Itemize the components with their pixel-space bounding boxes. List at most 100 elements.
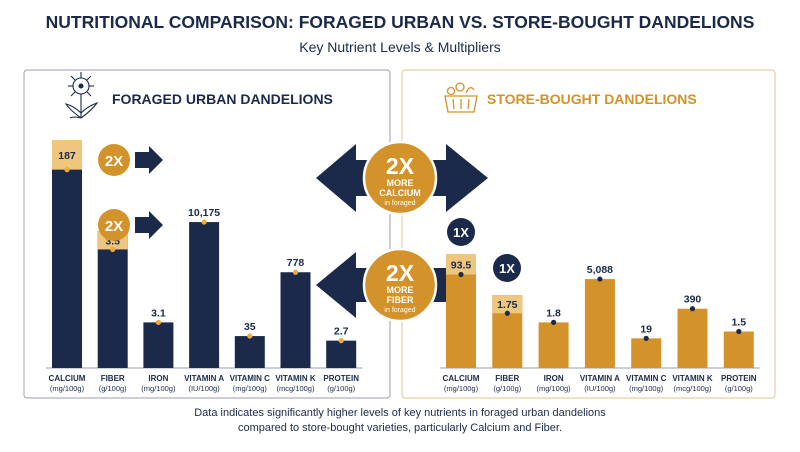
dandelion-icon [64, 72, 99, 119]
page-subtitle: Key Nutrient Levels & Multipliers [299, 39, 501, 55]
foraged-bar-vitamin-k [280, 272, 311, 368]
store-value-label-vitamin-a: 5,088 [587, 264, 613, 276]
store-category-label-fiber: FIBER [495, 374, 519, 383]
store-bar-vitamin-a [584, 279, 615, 368]
foraged-unit-label-vitamin-c: (mg/100g) [233, 384, 268, 393]
foraged-chart-title: FORAGED URBAN DANDELIONS [112, 91, 333, 107]
calcium-callout-line3: in foraged [384, 200, 415, 207]
foraged-value-label-vitamin-a: 10,175 [188, 207, 220, 219]
foraged-point-calcium [64, 167, 70, 173]
foraged-point-vitamin-k [292, 269, 299, 275]
calcium-callout-line1: MORE [387, 178, 414, 188]
store-category-label-protein: PROTEIN [721, 374, 757, 383]
svg-text:2X: 2X [105, 218, 123, 235]
foraged-bar-protein [326, 340, 357, 368]
footer-line-2: compared to store-bought varieties, part… [238, 422, 562, 434]
foraged-category-label-vitamin-k: VITAMIN K [275, 374, 316, 383]
foraged-value-label-calcium: 187 [58, 150, 76, 162]
store-category-label-calcium: CALCIUM [443, 374, 480, 383]
foraged-bars: 187CALCIUM(mg/100g)3.5FIBER(g/100g)3.1IR… [46, 140, 363, 393]
store-unit-label-iron: (mg/100g) [537, 384, 572, 393]
foraged-bar-vitamin-c [234, 336, 265, 368]
store-value-label-iron: 1.8 [546, 307, 561, 319]
store-bar-protein [723, 331, 754, 368]
calcium-multiplier-badge-store: 1X [447, 218, 475, 246]
foraged-category-label-fiber: FIBER [101, 374, 125, 383]
foraged-unit-label-calcium: (mg/100g) [50, 384, 85, 393]
foraged-value-label-protein: 2.7 [334, 326, 349, 338]
foraged-unit-label-vitamin-a: (IU/100g) [188, 384, 220, 393]
calcium-arrow-right [135, 146, 163, 174]
foraged-unit-label-iron: (mg/100g) [141, 384, 176, 393]
svg-text:2X: 2X [105, 153, 123, 170]
store-unit-label-calcium: (mg/100g) [444, 384, 479, 393]
store-point-vitamin-a [597, 276, 603, 282]
store-category-label-vitamin-c: VITAMIN C [626, 374, 667, 383]
foraged-unit-label-fiber: (g/100g) [99, 384, 127, 393]
store-point-vitamin-k [689, 306, 696, 312]
foraged-bar-calcium [52, 140, 82, 368]
store-bar-iron [538, 322, 569, 368]
foraged-value-label-vitamin-c: 35 [244, 321, 256, 333]
calcium-multiplier-badge-foraged: 2X [98, 144, 130, 176]
footer-line-1: Data indicates significantly higher leve… [194, 407, 606, 419]
foraged-unit-label-protein: (g/100g) [327, 384, 355, 393]
store-category-label-vitamin-a: VITAMIN A [580, 374, 620, 383]
foraged-category-label-calcium: CALCIUM [49, 374, 86, 383]
foraged-category-label-vitamin-a: VITAMIN A [184, 374, 224, 383]
store-point-fiber [504, 310, 510, 316]
foraged-point-vitamin-c [247, 333, 253, 339]
fiber-callout: 2X MORE FIBER in foraged [362, 247, 438, 323]
foraged-bar-highlight-calcium [52, 140, 82, 170]
store-bar-highlight-calcium [446, 254, 476, 275]
basket-icon [444, 82, 478, 113]
store-bar-vitamin-c [631, 338, 662, 368]
page-title: NUTRITIONAL COMPARISON: FORAGED URBAN VS… [46, 12, 755, 32]
foraged-bar-vitamin-a [189, 222, 220, 368]
foraged-value-label-vitamin-k: 778 [287, 257, 305, 269]
foraged-point-iron [155, 319, 161, 325]
store-value-label-vitamin-k: 390 [684, 294, 702, 306]
store-value-label-vitamin-c: 19 [640, 323, 652, 335]
foraged-panel [23, 69, 391, 399]
foraged-bar-iron [143, 322, 174, 368]
svg-text:1X: 1X [453, 225, 469, 240]
fiber-arrow-right [135, 211, 163, 239]
store-unit-label-protein: (g/100g) [725, 384, 753, 393]
store-bars: 93.5CALCIUM(mg/100g)1.75FIBER(g/100g)1.8… [440, 254, 760, 393]
store-unit-label-vitamin-k: (mcg/100g) [674, 384, 712, 393]
calcium-callout-multiplier: 2X [386, 153, 415, 179]
fiber-multiplier-badge-store: 1X [493, 254, 521, 282]
fiber-callout-line2: FIBER [387, 295, 415, 305]
store-bar-vitamin-k [677, 308, 708, 368]
foraged-category-label-iron: IRON [148, 374, 168, 383]
store-unit-label-vitamin-a: (IU/100g) [584, 384, 616, 393]
store-point-calcium [458, 271, 464, 278]
foraged-category-label-vitamin-c: VITAMIN C [230, 374, 271, 383]
store-point-iron [551, 319, 557, 325]
store-panel [401, 69, 776, 399]
store-unit-label-vitamin-c: (mg/100g) [629, 384, 664, 393]
store-category-label-iron: IRON [544, 374, 564, 383]
store-bar-highlight-fiber [492, 295, 523, 314]
store-value-label-fiber: 1.75 [497, 299, 518, 311]
calcium-callout-line2: CALCIUM [379, 188, 421, 198]
foraged-bar-fiber [97, 231, 128, 368]
store-value-label-calcium: 93.5 [451, 259, 472, 271]
foraged-category-label-protein: PROTEIN [323, 374, 359, 383]
fiber-callout-multiplier: 2X [386, 260, 415, 286]
svg-text:1X: 1X [499, 261, 515, 276]
fiber-callout-line3: in foraged [384, 307, 415, 314]
fiber-callout-line1: MORE [387, 285, 414, 295]
foraged-unit-label-vitamin-k: (mcg/100g) [277, 384, 315, 393]
foraged-point-protein [338, 338, 344, 344]
fiber-multiplier-badge-foraged: 2X [98, 209, 130, 241]
foraged-point-fiber [110, 246, 116, 253]
store-category-label-vitamin-k: VITAMIN K [672, 374, 713, 383]
store-chart-title: STORE-BOUGHT DANDELIONS [487, 91, 697, 107]
store-point-vitamin-c [643, 335, 649, 341]
calcium-callout: 2X MORE CALCIUM in foraged [362, 140, 438, 216]
foraged-point-vitamin-a [201, 219, 207, 225]
